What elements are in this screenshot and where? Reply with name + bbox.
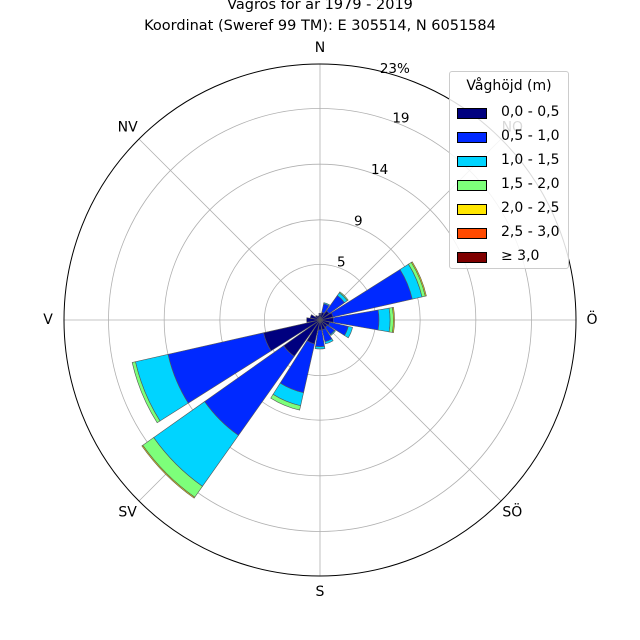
rose-sector xyxy=(270,393,301,411)
legend-swatch xyxy=(457,180,487,191)
grid-spoke xyxy=(138,138,321,321)
rose-sector xyxy=(317,315,321,321)
rose-sector xyxy=(309,314,321,321)
chart-title: Vågros för år 1979 - 2019 xyxy=(227,0,413,13)
legend-swatch xyxy=(457,132,487,143)
direction-label: V xyxy=(43,312,53,328)
legend-label: 1,0 - 1,5 xyxy=(501,152,560,168)
rose-sector xyxy=(338,291,349,302)
rose-sector xyxy=(323,302,330,307)
outer-circle xyxy=(63,63,577,577)
direction-label: NV xyxy=(118,120,138,136)
rose-sector xyxy=(314,345,326,350)
rose-sector xyxy=(344,326,353,339)
legend-item: 2,5 - 3,0 xyxy=(457,224,567,244)
legend-item: 0,5 - 1,0 xyxy=(457,128,567,148)
legend-label: 2,5 - 3,0 xyxy=(501,224,560,240)
rose-bars xyxy=(131,261,427,499)
direction-label: SV xyxy=(118,504,137,520)
legend-label: 0,0 - 0,5 xyxy=(501,104,560,120)
direction-label: Ö xyxy=(586,310,597,328)
rose-sector xyxy=(330,269,413,318)
legend-swatch xyxy=(457,108,487,119)
legend-title: Våghöjd (m) xyxy=(466,78,552,94)
direction-label: N xyxy=(315,40,325,56)
legend-swatch xyxy=(457,228,487,239)
rose-sector xyxy=(315,315,321,321)
legend: Våghöjd (m) 0,0 - 0,5 0,5 - 1,0 1,0 - 1,… xyxy=(449,71,569,269)
axis-labels: NNOÖSÖSSVVNV59141923% xyxy=(43,40,597,600)
chart-subtitle: Koordinat (Sweref 99 TM): E 305514, N 60… xyxy=(144,18,496,34)
rose-sector xyxy=(392,307,395,333)
rose-sector xyxy=(131,361,161,424)
legend-label: 0,5 - 1,0 xyxy=(501,128,560,144)
radial-tick-label: 14 xyxy=(371,162,388,178)
legend-swatch xyxy=(457,252,487,263)
legend-item: 0,0 - 0,5 xyxy=(457,104,567,124)
radial-tick-label: 5 xyxy=(337,255,346,271)
legend-label: 1,5 - 2,0 xyxy=(501,176,560,192)
grid-spoke xyxy=(319,319,502,502)
direction-label: S xyxy=(316,584,325,600)
direction-label: SÖ xyxy=(502,502,522,520)
rose-sector xyxy=(306,317,321,323)
legend-swatch xyxy=(457,204,487,215)
radial-max-label: 23% xyxy=(380,61,410,77)
rose-sector xyxy=(329,329,336,336)
rose-sector xyxy=(141,444,196,499)
rose-sector xyxy=(324,338,334,345)
rose-sector xyxy=(377,307,391,333)
radial-tick-label: 19 xyxy=(392,111,409,127)
rose-sector xyxy=(410,261,427,297)
legend-swatch xyxy=(457,156,487,167)
legend-label: ≥ 3,0 xyxy=(501,248,540,264)
legend-item: 2,0 - 2,5 xyxy=(457,200,567,220)
legend-item: 1,0 - 1,5 xyxy=(457,152,567,172)
legend-label: 2,0 - 2,5 xyxy=(501,200,560,216)
radial-tick-label: 9 xyxy=(354,213,363,229)
legend-item: ≥ 3,0 xyxy=(457,248,567,268)
legend-item: 1,5 - 2,0 xyxy=(457,176,567,196)
rose-sector xyxy=(318,313,322,315)
